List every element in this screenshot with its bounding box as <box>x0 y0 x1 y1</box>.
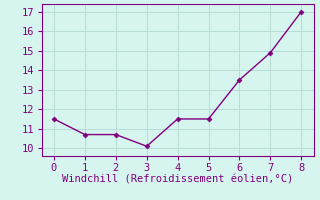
X-axis label: Windchill (Refroidissement éolien,°C): Windchill (Refroidissement éolien,°C) <box>62 174 293 184</box>
